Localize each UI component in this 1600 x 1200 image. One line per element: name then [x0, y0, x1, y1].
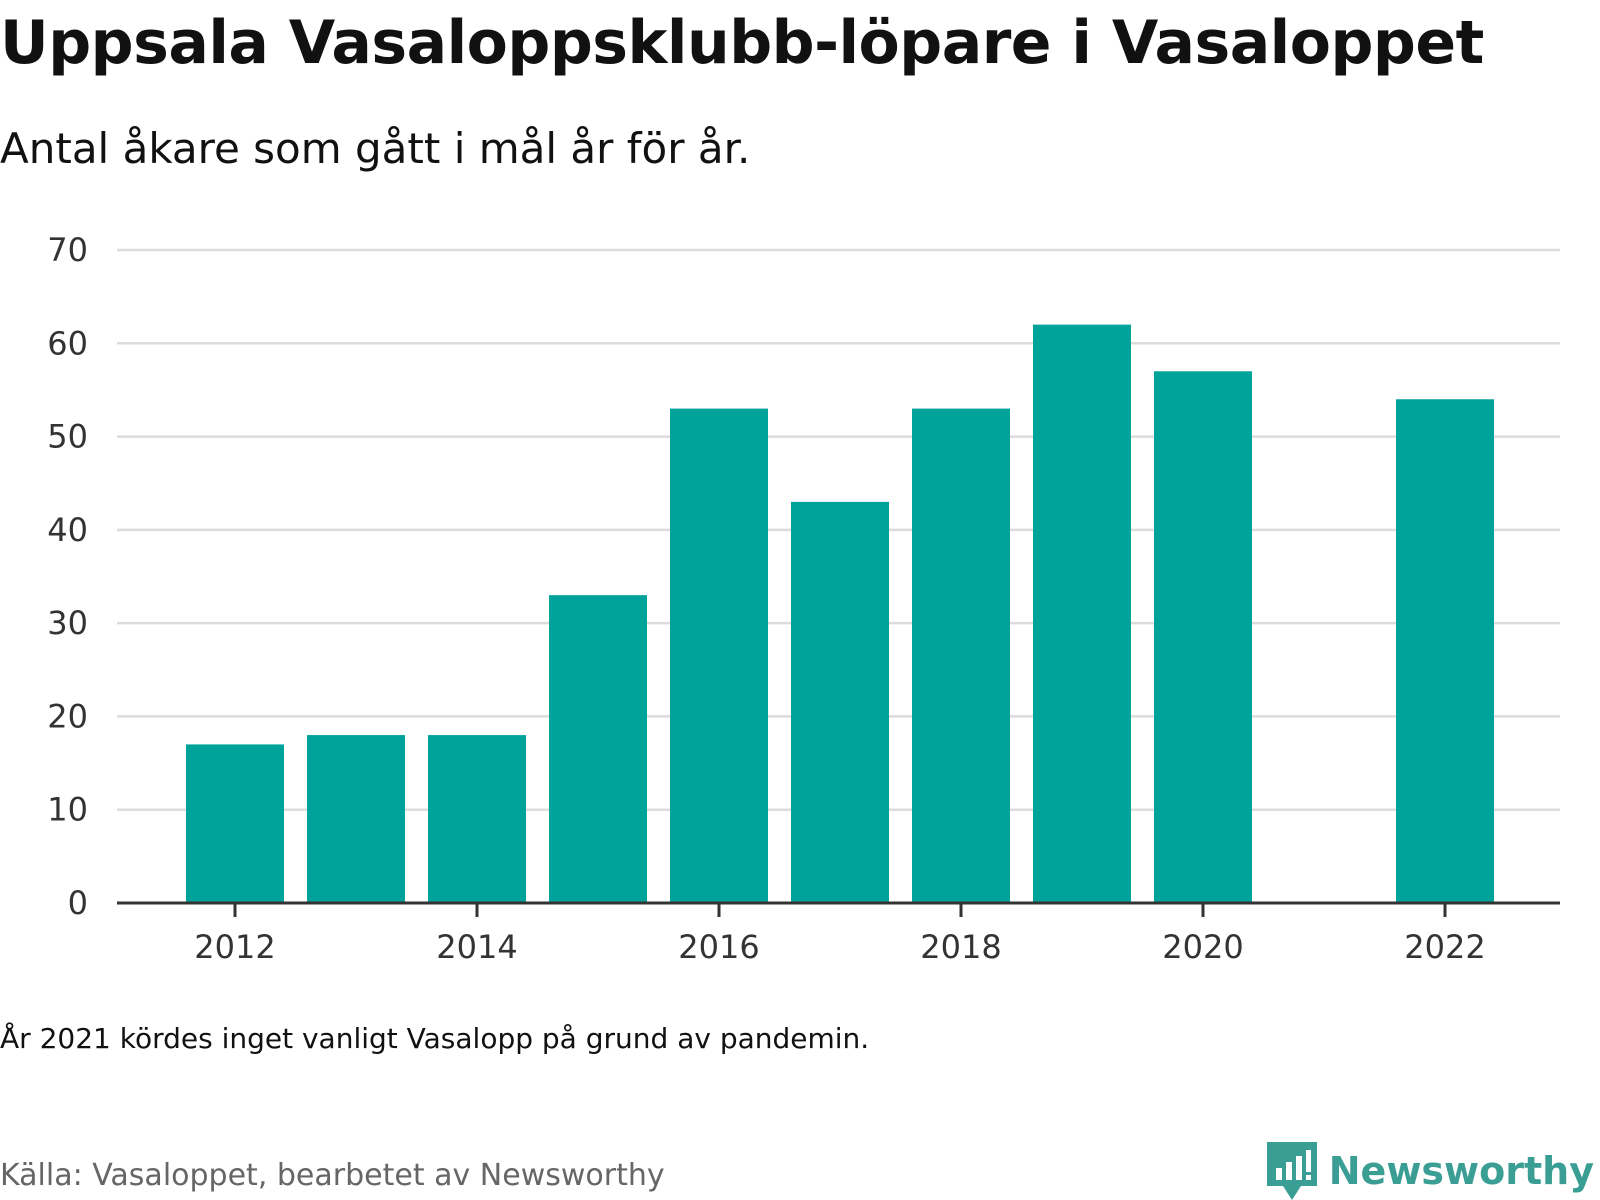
footnote: År 2021 kördes inget vanligt Vasalopp på…	[0, 1022, 870, 1055]
y-tick-label: 40	[47, 511, 88, 549]
x-axis: 2012 2014 2016 2018 2020 2022	[117, 901, 1560, 966]
bar-2022	[1396, 399, 1494, 903]
x-tick-label: 2016	[678, 928, 759, 966]
y-tick-label: 20	[47, 697, 88, 735]
x-tick-label: 2020	[1162, 928, 1243, 966]
y-tick-label: 50	[47, 418, 88, 456]
y-tick-label: 10	[47, 791, 88, 829]
brand-logo: Newsworthy	[1266, 1142, 1594, 1200]
newsworthy-logo-icon	[1266, 1142, 1317, 1200]
y-tick-label: 30	[47, 604, 88, 642]
bar-2012	[186, 744, 284, 903]
y-axis-ticks: 0 10 20 30 40 50 60 70	[47, 231, 88, 922]
bar-2018	[912, 408, 1010, 903]
y-tick-label: 70	[47, 231, 88, 269]
source-credit: Källa: Vasaloppet, bearbetet av Newswort…	[0, 1158, 665, 1193]
bars	[186, 324, 1494, 904]
y-tick-label: 0	[68, 884, 88, 922]
x-tick-label: 2012	[194, 928, 275, 966]
bar-2016	[670, 408, 768, 903]
chart-subtitle: Antal åkare som gått i mål år för år.	[0, 124, 751, 173]
brand-name: Newsworthy	[1328, 1149, 1594, 1193]
y-tick-label: 60	[47, 324, 88, 362]
bar-2017	[791, 501, 889, 903]
x-tick-label: 2022	[1404, 928, 1485, 966]
bar-2013	[307, 735, 405, 903]
x-tick-label: 2018	[920, 928, 1001, 966]
chart-title: Uppsala Vasaloppsklubb-löpare i Vasalopp…	[0, 8, 1484, 78]
bar-2020	[1154, 371, 1252, 903]
bar-2015	[549, 595, 647, 903]
bar-2019	[1033, 324, 1131, 904]
x-tick-label: 2014	[436, 928, 517, 966]
bar-chart: 0 10 20 30 40 50 60 70 2012 2014 2016 2018 2020 2022	[47, 231, 1560, 966]
bar-2014	[428, 735, 526, 903]
